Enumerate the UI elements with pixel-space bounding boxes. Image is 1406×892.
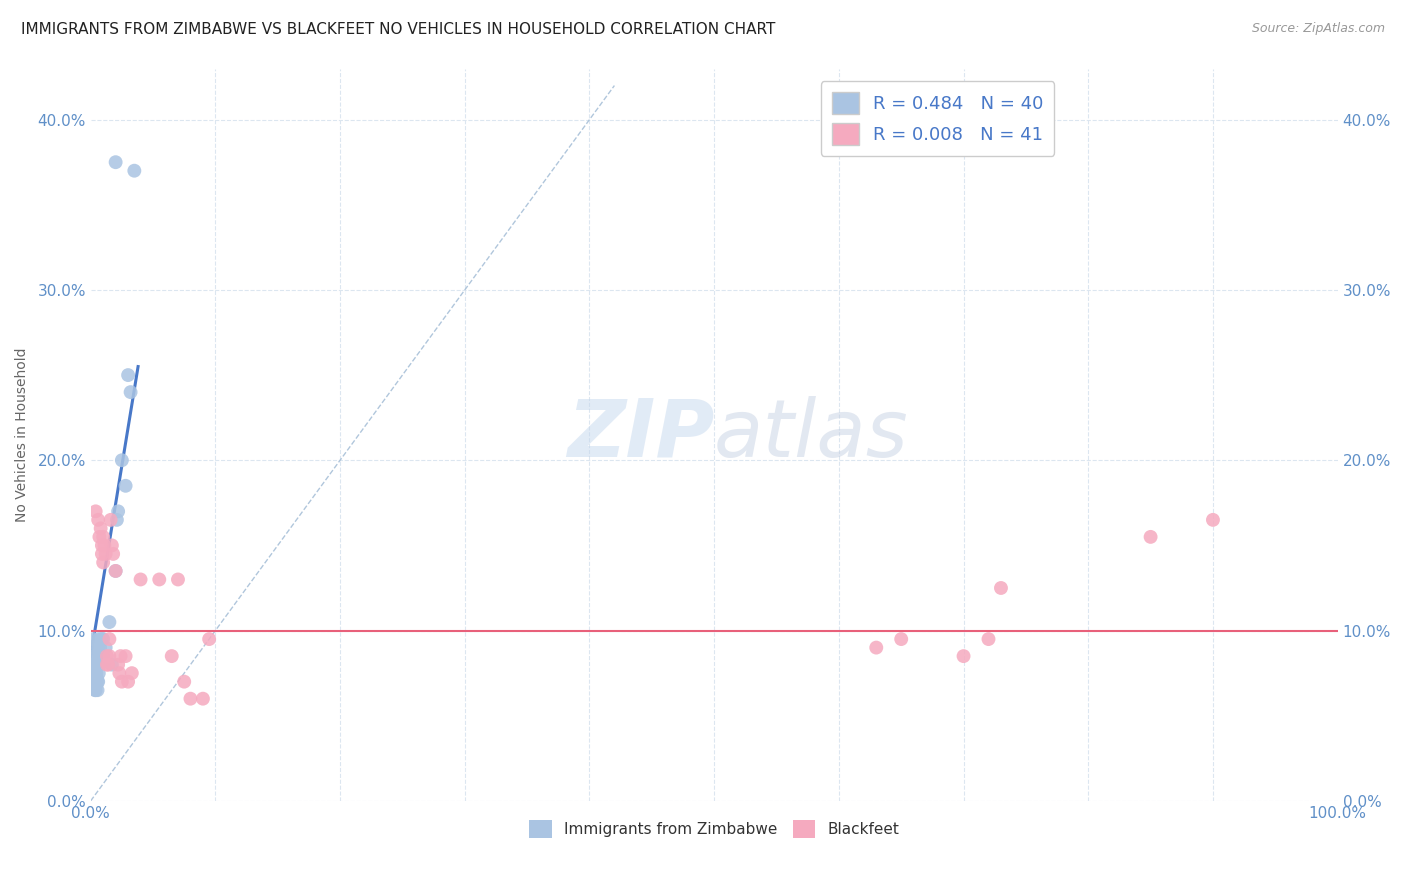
Point [86, 674, 108, 689]
Point [91, 556, 114, 570]
Point [96, 649, 118, 664]
Point [83, 640, 105, 655]
Text: IMMIGRANTS FROM ZIMBABWE VS BLACKFEET NO VEHICLES IN HOUSEHOLD CORRELATION CHART: IMMIGRANTS FROM ZIMBABWE VS BLACKFEET NO… [21, 22, 776, 37]
Point [105, 513, 128, 527]
Point [87, 657, 110, 672]
Text: ZIP: ZIP [567, 396, 714, 474]
Point [114, 479, 136, 493]
Y-axis label: No Vehicles in Household: No Vehicles in Household [15, 348, 30, 522]
Point [167, 573, 190, 587]
Point [120, 385, 142, 400]
Point [94, 547, 117, 561]
Point [87, 632, 110, 646]
Point [91, 530, 114, 544]
Point [90, 521, 112, 535]
Point [101, 657, 124, 672]
Point [86, 649, 108, 664]
Point [94, 640, 117, 655]
Text: Source: ZipAtlas.com: Source: ZipAtlas.com [1251, 22, 1385, 36]
Point [129, 573, 152, 587]
Point [110, 649, 132, 664]
Point [865, 640, 887, 655]
Point [84, 666, 107, 681]
Point [84, 674, 107, 689]
Point [104, 155, 127, 169]
Point [84, 666, 107, 681]
Point [111, 674, 134, 689]
Point [111, 453, 134, 467]
Point [86, 683, 108, 698]
Point [890, 632, 912, 646]
Point [84, 683, 107, 698]
Point [82, 657, 104, 672]
Point [90, 547, 112, 561]
Point [83, 649, 105, 664]
Point [82, 666, 104, 681]
Point [84, 657, 107, 672]
Point [96, 657, 118, 672]
Point [89, 640, 111, 655]
Point [121, 666, 143, 681]
Point [91, 632, 114, 646]
Point [90, 538, 112, 552]
Point [87, 666, 110, 681]
Point [84, 678, 107, 692]
Point [1202, 513, 1225, 527]
Legend: Immigrants from Zimbabwe, Blackfeet: Immigrants from Zimbabwe, Blackfeet [523, 814, 905, 845]
Point [160, 649, 183, 664]
Point [107, 657, 129, 672]
Point [83, 674, 105, 689]
Point [173, 674, 195, 689]
Point [191, 691, 214, 706]
Text: atlas: atlas [714, 396, 908, 474]
Point [87, 513, 110, 527]
Point [1139, 530, 1161, 544]
Point [101, 547, 124, 561]
Point [86, 671, 108, 685]
Point [104, 564, 127, 578]
Point [104, 564, 127, 578]
Point [108, 666, 131, 681]
Point [148, 573, 170, 587]
Point [179, 691, 201, 706]
Point [84, 683, 107, 698]
Point [107, 504, 129, 518]
Point [90, 632, 112, 646]
Point [977, 632, 1000, 646]
Point [117, 368, 139, 383]
Point [87, 674, 110, 689]
Point [87, 640, 110, 655]
Point [952, 649, 974, 664]
Point [91, 649, 114, 664]
Point [93, 538, 115, 552]
Point [98, 632, 121, 646]
Point [124, 163, 146, 178]
Point [100, 513, 122, 527]
Point [89, 530, 111, 544]
Point [114, 649, 136, 664]
Point [82, 632, 104, 646]
Point [98, 615, 121, 629]
Point [117, 674, 139, 689]
Point [84, 504, 107, 518]
Point [198, 632, 221, 646]
Point [90, 649, 112, 664]
Point [990, 581, 1012, 595]
Point [98, 649, 121, 664]
Point [101, 538, 124, 552]
Point [89, 657, 111, 672]
Point [97, 657, 120, 672]
